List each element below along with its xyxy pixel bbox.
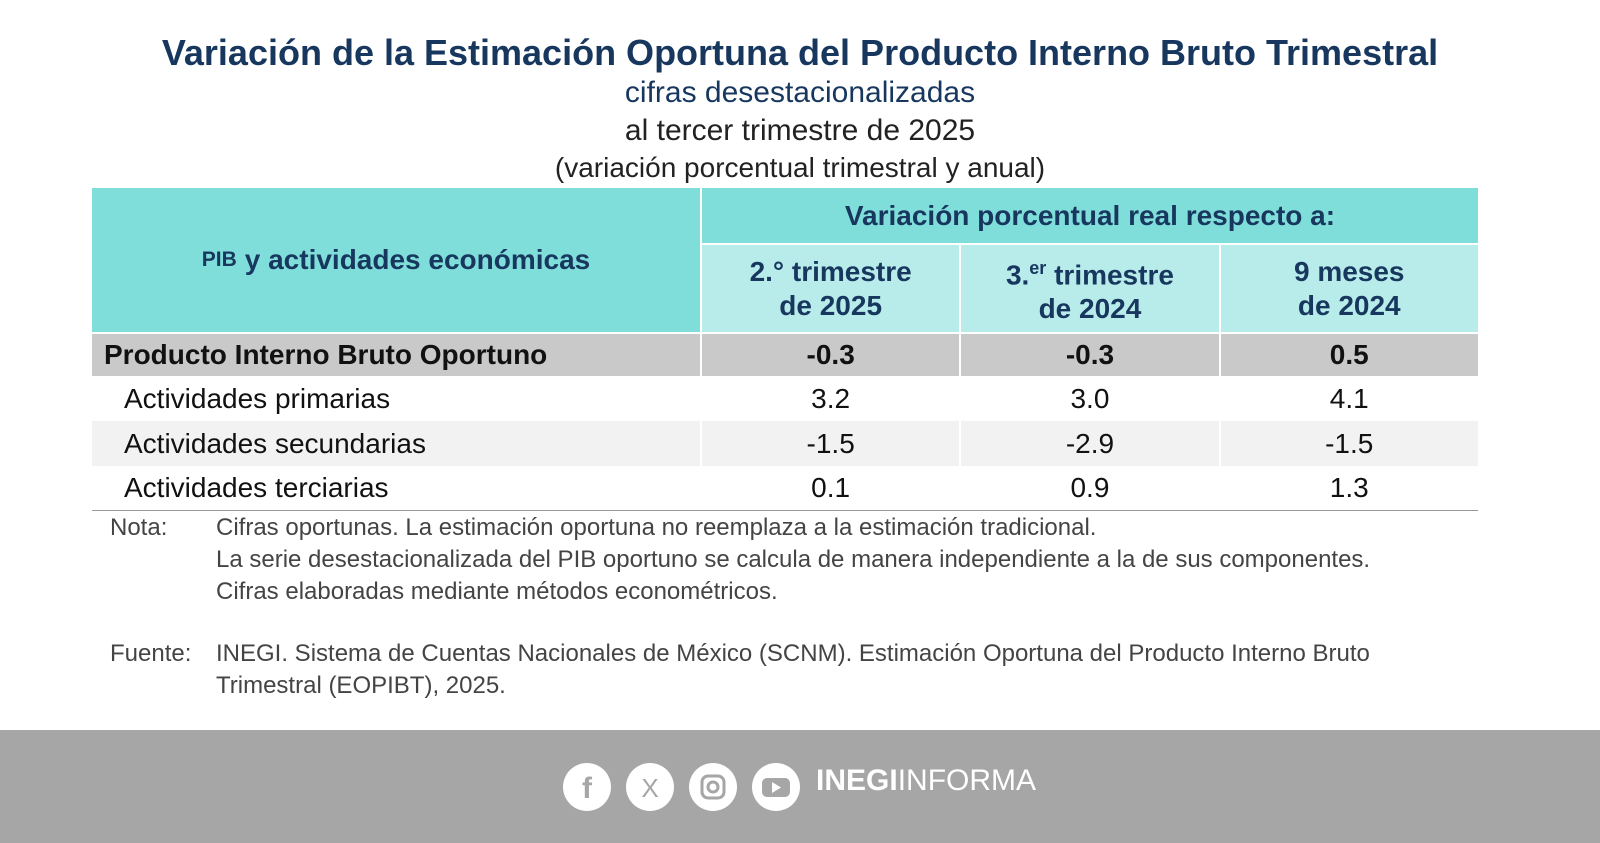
column-header-line2: de 2024 [1297,289,1401,321]
column-header: 9 meses de 2024 [1220,245,1478,332]
title: Variación de la Estimación Oportuna del … [161,32,1439,73]
period: al tercer trimestre de 2025 [624,114,976,147]
cell-value: 3.0 [961,376,1219,421]
note-line: La serie desestacionalizada del PIB opor… [216,546,1371,573]
instagram-icon[interactable] [689,763,737,811]
notes: Cifras oportunas. La estimación oportuna… [216,512,1472,608]
column-header-rest: trimestre [1046,259,1174,291]
column-header-line1: 9 meses [1294,255,1405,289]
footer: f X INEGIINFORMA [0,730,1600,843]
column-header-line2: de 2025 [779,289,883,321]
note-line: Cifras elaboradas mediante métodos econo… [216,578,778,605]
column-header-main: 3. [1005,259,1030,291]
rule [92,510,1478,511]
brand-bold: INEGI [816,764,898,797]
cell-value: 4.1 [1220,376,1478,421]
column-header-sup: er [1029,257,1047,278]
column-header-main: 9 meses [1293,255,1405,287]
row-header: PIB y actividades económicas [92,188,700,332]
column-header-line2: de 2024 [1038,293,1142,325]
column-header-line1: 2.° trimestre [750,255,912,289]
column-header-main: 2.° trimestre [749,255,912,287]
subtitle: cifras desestacionalizadas [624,76,976,109]
units: (variación porcentual trimestral y anual… [554,152,1046,183]
row-label: Producto Interno Bruto Oportuno [92,334,700,376]
row-header-text: y actividades económicas [244,244,591,275]
source-label: Fuente: [110,640,192,667]
row-header-prefix: PIB [201,248,237,271]
cell-value: 1.3 [1220,466,1478,510]
row-label: Actividades secundarias [92,421,700,466]
brand: INEGIINFORMA [816,764,1036,798]
group-header: Variación porcentual real respecto a: [702,188,1478,243]
x-icon[interactable] [626,763,674,811]
cell-value: -1.5 [1220,421,1478,466]
cell-value: -0.3 [961,334,1219,376]
cell-value: -1.5 [702,421,960,466]
row-label: Actividades terciarias [92,466,700,510]
svg-text:f: f [582,772,593,805]
svg-text:X: X [641,773,658,803]
cell-value: 3.2 [702,376,960,421]
cell-value: 0.1 [702,466,960,510]
column-header: 2.° trimestre de 2025 [702,245,960,332]
column-header-line1: 3.er trimestre [1006,251,1174,292]
notes-label: Nota: [110,514,168,541]
column-header: 3.er trimestre de 2024 [961,245,1219,332]
source: INEGI. Sistema de Cuentas Nacionales de … [216,640,1370,699]
table: PIB y actividades económicas Variación por… [92,188,1478,510]
social-icons: f X [563,763,800,811]
cell-value: 0.9 [961,466,1219,510]
cell-value: -2.9 [961,421,1219,466]
cell-value: 0.5 [1220,334,1478,376]
cell-value: -0.3 [702,334,960,376]
note-line: Cifras oportunas. La estimación oportuna… [216,514,1097,541]
brand-light: INFORMA [897,764,1037,797]
row-label: Actividades primarias [92,376,700,421]
facebook-icon[interactable] [563,763,611,811]
